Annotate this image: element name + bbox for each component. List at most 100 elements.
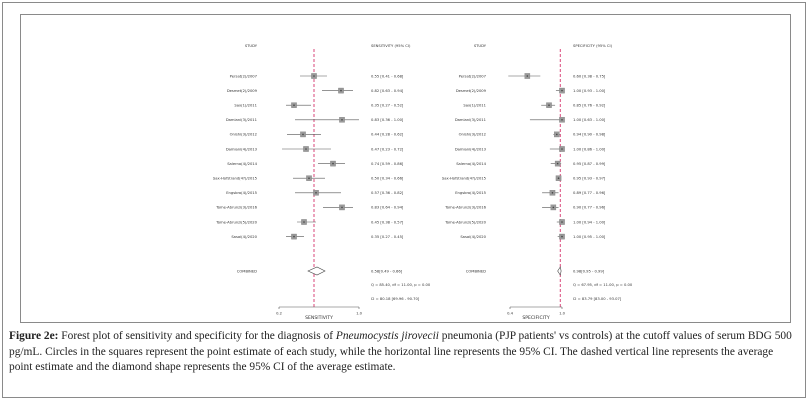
forest-plots: STUDY SENSITIVITY (95% CI) Persat(2)/2007 0…	[213, 44, 633, 321]
combined-diamond	[557, 266, 562, 276]
caption-text-after: pneumonia (PJP patients' vs controls) at…	[9, 330, 792, 373]
estimate-label: 0.47 [0.23 - 0.72]	[371, 147, 404, 151]
estimate-label: 0.57 [0.36 - 0.82]	[371, 191, 404, 195]
estimate-point	[556, 133, 558, 136]
estimate-label: 0.83 [0.64 - 0.94]	[371, 206, 404, 210]
caption-text-before: Forest plot of sensitivity and specifici…	[58, 330, 336, 342]
estimate-point	[341, 119, 343, 121]
figure-frame: STUDY SENSITIVITY (95% CI) Persat(2)/2007 0…	[2, 2, 806, 398]
combined-estimate-label: 0.98[0.95 - 0.99]	[573, 269, 605, 273]
combined-diamond	[307, 266, 326, 276]
study-name: Salerno(4)/2014	[227, 162, 257, 166]
plot-panel: STUDY SENSITIVITY (95% CI) Persat(2)/2007 0…	[20, 14, 791, 323]
estimate-point	[561, 148, 563, 150]
estimate-point	[302, 133, 304, 136]
estimate-point	[551, 192, 554, 194]
study-name: Desmet(2)/2009	[227, 89, 258, 93]
estimate-point	[561, 235, 563, 238]
estimate-label: 0.74 [0.59 - 0.86]	[371, 162, 404, 166]
study-name: Engsbro(4)/2015	[455, 191, 486, 195]
study-name: Onishi(3)/2012	[230, 133, 257, 137]
estimate-point	[561, 221, 563, 223]
study-name: Sasai(4)/2020	[460, 235, 486, 239]
study-name: Engsbro(4)/2015	[226, 191, 257, 195]
heterogeneity-q: Q = 85.40, df = 11.00, p = 0.00	[371, 283, 431, 287]
estimate-point	[315, 192, 317, 194]
study-name: Damiani(3)/2011	[455, 118, 486, 122]
estimate-label: 0.60 [0.38 - 0.75]	[573, 74, 606, 78]
estimate-label: 0.90 [0.77 - 0.96]	[573, 206, 606, 210]
heterogeneity-i2: I2 = 83.79 [83.00 - 93.07]	[573, 297, 622, 301]
estimate-label: 1.00 [0.86 - 1.00]	[573, 147, 606, 151]
combined-estimate-label: 0.58[0.49 - 0.66]	[371, 269, 403, 273]
estimate-point	[293, 104, 295, 106]
estimate-point	[308, 177, 310, 179]
combined-label: COMBINED	[237, 269, 257, 273]
study-name: Sasai(4)/2020	[231, 235, 257, 239]
study-name: Desmet(2)/2009	[456, 89, 487, 93]
estimate-point	[293, 235, 295, 238]
estimate-label: 0.94 [0.90 - 0.98]	[573, 133, 606, 137]
figure-caption: Figure 2e: Forest plot of sensitivity an…	[9, 329, 799, 376]
study-name: Tome-Abrunzi(3)/2016	[215, 206, 258, 210]
estimate-label: 0.85 [0.76 - 0.92]	[573, 104, 606, 108]
heterogeneity-q: Q = 67.95, df = 11.00, p = 0.00	[573, 283, 633, 287]
estimate-point	[332, 162, 334, 165]
study-name: Persat(2)/2007	[459, 74, 487, 78]
study-name: Damiani(4)/2013	[226, 147, 258, 151]
study-name: Sax-Hofstrand(4?)/2015	[213, 177, 258, 181]
estimate-label: 0.95 [0.87 - 0.99]	[573, 162, 606, 166]
x-axis-title: SENSITIVITY	[305, 315, 333, 321]
study-name: Sax(1)/2011	[234, 104, 257, 108]
estimate-label: 0.95 [0.93 - 0.97]	[573, 177, 606, 181]
study-name: Damiani(4)/2013	[455, 147, 487, 151]
combined-label: COMBINED	[466, 269, 486, 273]
study-name: Tome-Abrunzi(5)/2020	[444, 220, 487, 224]
study-name: Persat(2)/2007	[230, 74, 258, 78]
estimate-point	[561, 119, 563, 121]
estimate-label: 0.35 [0.27 - 0.52]	[371, 104, 404, 108]
estimate-point	[303, 221, 305, 223]
estimate-label: 0.83 [0.36 - 1.00]	[371, 118, 404, 122]
estimate-point	[305, 148, 307, 150]
caption-label: Figure 2e:	[9, 330, 59, 342]
estimate-header: SENSITIVITY (95% CI)	[371, 44, 411, 48]
estimate-point	[313, 75, 315, 77]
study-name: Tome-Abrunzi(5)/2020	[215, 220, 258, 224]
estimate-label: 1.00 [0.63 - 1.00]	[573, 118, 606, 122]
x-tick-label: 1.0	[559, 312, 566, 316]
study-name: Sax-Hofstrand(4?)/2015	[442, 177, 487, 181]
heterogeneity-i2: I2 = 80.18 [69.96 - 90.70]	[371, 297, 420, 301]
estimate-point	[341, 206, 343, 209]
caption-species: Pneumocystis jirovecii	[335, 330, 439, 342]
study-header: STUDY	[245, 44, 258, 48]
estimate-point	[557, 177, 560, 179]
estimate-point	[548, 104, 550, 106]
study-header: STUDY	[474, 44, 487, 48]
x-tick-label: 1.0	[356, 312, 363, 316]
x-tick-label: 0.2	[276, 312, 282, 316]
study-name: Sax(1)/2011	[463, 104, 486, 108]
x-axis-title: SPECIFICITY	[522, 315, 550, 321]
study-name: Tome-Abrunzi(3)/2016	[444, 206, 487, 210]
estimate-point	[552, 206, 555, 209]
estimate-label: 0.82 [0.63 - 0.94]	[371, 89, 404, 93]
estimate-label: 1.00 [0.93 - 1.00]	[573, 89, 606, 93]
estimate-point	[556, 162, 559, 165]
estimate-label: 0.45 [0.38 - 0.57]	[371, 220, 404, 224]
x-tick-label: 0.4	[507, 312, 514, 316]
estimate-label: 0.50 [0.34 - 0.66]	[371, 177, 404, 181]
estimate-point	[340, 89, 342, 92]
estimate-header: SPECIFICITY (95% CI)	[573, 44, 613, 48]
study-name: Salerno(4)/2014	[456, 162, 486, 166]
estimate-point	[561, 89, 563, 92]
estimate-label: 0.35 [0.27 - 0.45]	[371, 235, 404, 239]
estimate-label: 0.89 [0.77 - 0.96]	[573, 191, 606, 195]
estimate-label: 1.00 [0.95 - 1.00]	[573, 235, 606, 239]
estimate-label: 0.44 [0.28 - 0.62]	[371, 133, 404, 137]
estimate-point	[526, 75, 529, 77]
estimate-label: 0.55 [0.41 - 0.68]	[371, 74, 404, 78]
study-name: Onishi(3)/2012	[459, 133, 486, 137]
estimate-label: 1.00 [0.94 - 1.00]	[573, 220, 606, 224]
study-name: Damiani(3)/2011	[226, 118, 257, 122]
